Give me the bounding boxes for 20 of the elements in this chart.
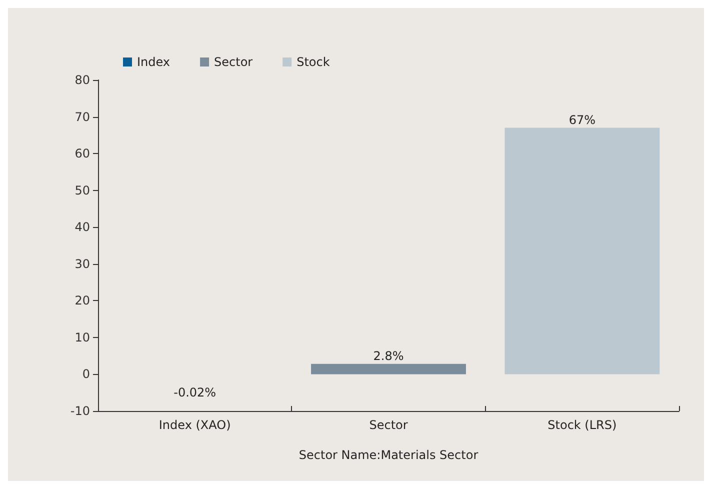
legend-label: Index <box>137 55 170 69</box>
y-tick-label: 70 <box>74 110 90 124</box>
y-tick-label: 20 <box>74 294 90 308</box>
y-tick-label: -10 <box>70 404 90 418</box>
y-tick-label: 80 <box>74 73 90 87</box>
legend-label: Stock <box>296 55 330 69</box>
legend-label: Sector <box>214 55 253 69</box>
data-label: 67% <box>568 112 596 127</box>
data-label: -0.02% <box>174 385 216 400</box>
y-tick-label: 30 <box>74 256 90 271</box>
y-tick-label: 60 <box>74 146 90 161</box>
y-tick-label: 40 <box>74 220 90 234</box>
y-tick-label: 10 <box>74 330 90 344</box>
x-tick-label: Index (XAO) <box>158 418 231 432</box>
x-axis-title: Sector Name:Materials Sector <box>298 448 478 462</box>
y-tick-label: 0 <box>82 367 90 382</box>
x-tick-label: Sector <box>369 418 408 432</box>
data-label: 2.8% <box>373 348 404 363</box>
y-tick-label: 50 <box>74 183 90 198</box>
x-tick-label: Stock (LRS) <box>548 418 617 432</box>
